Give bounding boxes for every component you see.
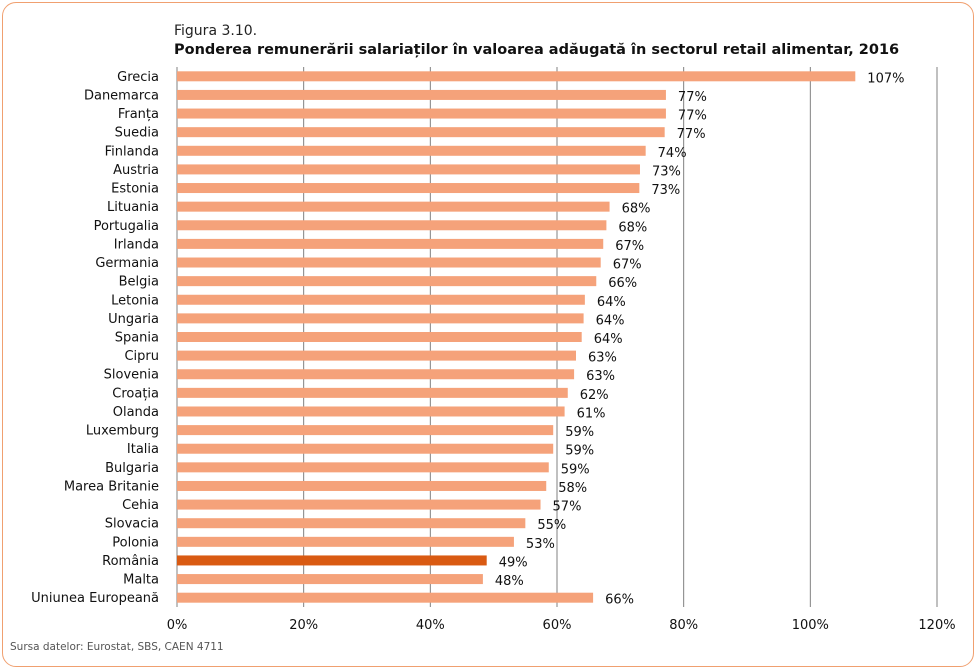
category-label: Portugalia <box>94 219 159 234</box>
value-label: 66% <box>605 593 634 608</box>
value-label: 61% <box>577 406 606 421</box>
value-label: 67% <box>615 239 644 254</box>
bar <box>177 313 584 324</box>
category-label: Polonia <box>112 535 159 550</box>
bar <box>177 387 568 398</box>
value-label: 64% <box>597 295 626 310</box>
category-label: Austria <box>113 163 159 178</box>
category-label: Marea Britanie <box>64 479 159 494</box>
category-label: Germania <box>95 256 159 271</box>
bar <box>177 369 575 380</box>
value-label: 62% <box>580 388 609 403</box>
category-label: Danemarca <box>84 88 159 103</box>
bar <box>177 536 514 547</box>
bar <box>177 555 487 566</box>
value-label: 68% <box>618 220 647 235</box>
value-label: 77% <box>678 90 707 105</box>
bar <box>177 164 640 175</box>
category-label: România <box>102 554 159 569</box>
category-label: Malta <box>123 573 159 588</box>
bar <box>177 332 582 342</box>
value-label: 48% <box>495 574 524 589</box>
value-label: 63% <box>588 351 617 366</box>
bar <box>177 499 541 510</box>
category-label: Suedia <box>115 126 159 141</box>
category-label: Finlanda <box>105 144 159 159</box>
category-label: Slovacia <box>105 517 159 532</box>
bar <box>177 462 549 473</box>
category-label: Letonia <box>111 293 159 308</box>
category-label: Belgia <box>119 275 159 290</box>
category-label: Franța <box>118 107 159 122</box>
category-label: Estonia <box>111 182 159 197</box>
value-label: 64% <box>594 332 623 347</box>
bar <box>177 201 610 212</box>
figure-label: Figura 3.10. <box>174 23 258 39</box>
value-label: 64% <box>596 313 625 328</box>
bar <box>177 294 585 305</box>
x-tick-label: 60% <box>543 618 572 633</box>
value-label: 58% <box>558 481 587 496</box>
value-label: 55% <box>537 518 566 533</box>
bar <box>177 443 554 454</box>
x-tick-label: 80% <box>669 618 698 633</box>
bar <box>177 592 594 603</box>
bar <box>177 276 597 287</box>
value-label: 49% <box>499 555 528 570</box>
category-label: Grecia <box>117 70 159 85</box>
category-label: Irlanda <box>114 237 159 252</box>
bar <box>177 89 666 100</box>
value-label: 59% <box>565 444 594 459</box>
bar <box>177 183 640 194</box>
x-tick-label: 20% <box>289 618 318 633</box>
value-label: 68% <box>622 202 651 217</box>
category-label: Spania <box>115 331 159 346</box>
bar <box>177 350 576 361</box>
value-label: 59% <box>561 462 590 477</box>
value-label: 107% <box>867 71 904 86</box>
bar <box>177 480 547 491</box>
bar <box>177 71 856 82</box>
x-tick-label: 120% <box>918 618 955 633</box>
value-label: 73% <box>652 164 681 179</box>
category-label: Bulgaria <box>105 461 159 476</box>
category-label: Uniunea Europeană <box>31 591 159 606</box>
bar <box>177 425 554 436</box>
bar <box>177 406 565 417</box>
category-label: Slovenia <box>104 368 159 383</box>
bar <box>177 574 483 585</box>
category-label: Olanda <box>113 405 159 420</box>
value-label: 77% <box>677 127 706 142</box>
bar <box>177 518 526 529</box>
source-note: Sursa datelor: Eurostat, SBS, CAEN 4711 <box>10 641 224 653</box>
bar <box>177 127 665 138</box>
bar <box>177 257 601 268</box>
category-label: Croația <box>112 386 159 401</box>
value-label: 67% <box>613 258 642 273</box>
category-label: Ungaria <box>108 312 159 327</box>
category-label: Italia <box>127 442 159 457</box>
x-tick-label: 100% <box>792 618 829 633</box>
value-label: 63% <box>586 369 615 384</box>
value-label: 73% <box>651 183 680 198</box>
value-label: 53% <box>526 537 555 552</box>
value-label: 59% <box>565 425 594 440</box>
bar <box>177 220 607 231</box>
bar <box>177 145 646 156</box>
value-label: 74% <box>658 146 687 161</box>
bar <box>177 238 604 249</box>
chart-title: Ponderea remunerării salariaților în val… <box>174 42 900 58</box>
category-label: Luxemburg <box>86 424 159 439</box>
value-label: 66% <box>608 276 637 291</box>
value-label: 57% <box>553 500 582 515</box>
x-tick-label: 40% <box>416 618 445 633</box>
value-label: 77% <box>678 109 707 124</box>
category-label: Cipru <box>124 349 159 364</box>
category-label: Cehia <box>122 498 159 513</box>
bar <box>177 108 666 119</box>
category-label: Lituania <box>107 200 159 215</box>
x-tick-label: 0% <box>167 618 188 633</box>
